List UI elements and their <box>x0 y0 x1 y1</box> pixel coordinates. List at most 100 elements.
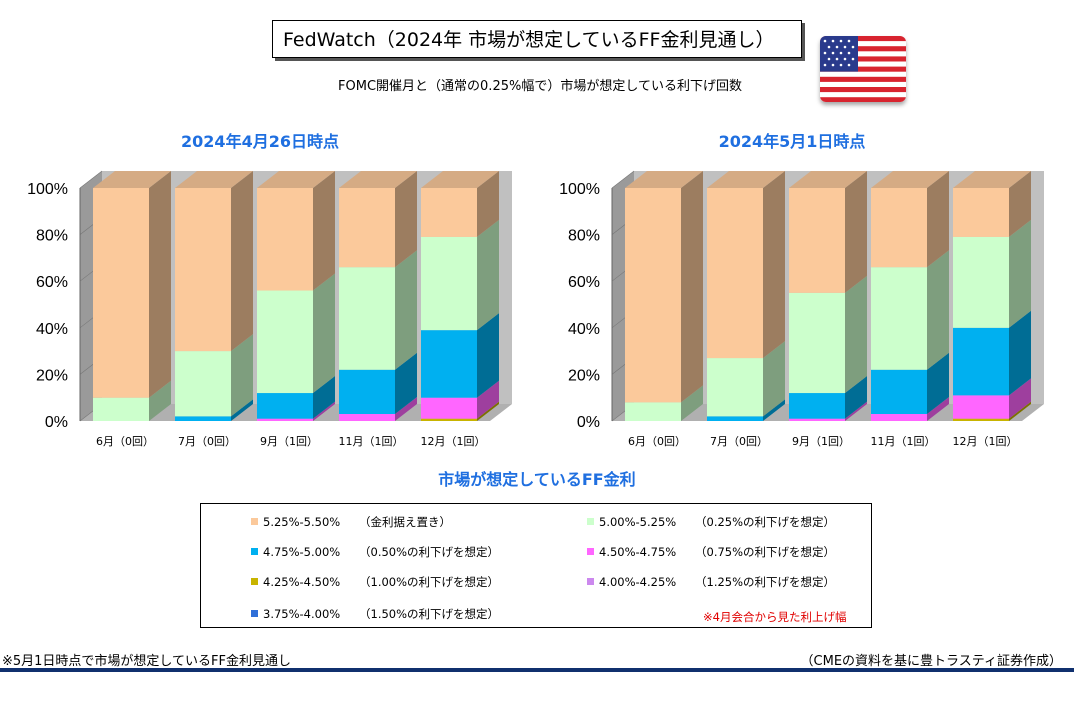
legend-range: 5.25%-5.50% <box>263 515 341 529</box>
bar-segment-front <box>421 418 477 421</box>
bar-segment-front <box>257 393 313 419</box>
bar-segment-front <box>339 414 395 421</box>
legend-desc: （0.25%の利下げを想定） <box>695 515 836 529</box>
bar-segment-side <box>763 171 785 359</box>
bar-segment-side <box>477 219 499 331</box>
bar-segment-side <box>313 401 335 421</box>
legend-swatch <box>587 548 594 555</box>
legend-desc: （0.50%の利下げを想定） <box>359 545 500 559</box>
bar-segment-front <box>871 414 927 421</box>
bar-top <box>175 171 253 188</box>
bar-segment-front <box>421 330 477 398</box>
legend-range: 4.00%-4.25% <box>599 575 677 589</box>
legend-item: 4.50%-4.75% （0.75%の利下げを想定） <box>587 544 835 560</box>
bar-segment-side <box>395 171 417 268</box>
bar-top <box>707 171 785 188</box>
bar-segment-side <box>149 171 171 398</box>
legend-item: 3.75%-4.00% （1.50%の利下げを想定） <box>251 606 499 622</box>
legend-note: ※4月会合から見た利上げ幅 <box>703 610 847 624</box>
legend-desc: （1.00%の利下げを想定） <box>359 575 500 589</box>
y-tick-label: 60% <box>36 274 68 291</box>
y-tick-label: 0% <box>577 414 600 431</box>
legend-item: 4.25%-4.50% （1.00%の利下げを想定） <box>251 574 499 590</box>
bar-segment-front <box>175 188 231 352</box>
legend-swatch <box>587 518 594 525</box>
x-tick-label: 6月（0回） <box>96 435 154 448</box>
legend-item: 5.00%-5.25% （0.25%の利下げを想定） <box>587 514 835 530</box>
legend-swatch <box>251 610 258 617</box>
chart-title-apr26: 2024年4月26日時点 <box>181 132 339 151</box>
bar-segment-front <box>953 395 1009 419</box>
source-credit: （CMEの資料を基に豊トラスティ証券作成） <box>800 654 1062 669</box>
bar-segment-side <box>313 273 335 394</box>
x-tick-label: 9月（1回） <box>792 435 850 448</box>
chart-apr26: 2024年4月26日時点 0% 20% 40% 60% 80% 100% 6月（0回） 7月（… <box>0 128 520 458</box>
legend-item: 5.25%-5.50% （金利据え置き） <box>251 514 451 530</box>
chart-apr26-plot: 0% 20% 40% 60% 80% 100% 6月（0回） 7月（0回） 9月（1回） 11月（… <box>27 170 512 448</box>
bar-segment-side <box>313 376 335 419</box>
y-tick-label: 100% <box>559 181 600 198</box>
bar-segment-front <box>953 327 1009 396</box>
legend-desc: （金利据え置き） <box>359 515 451 529</box>
chart-may1: 2024年5月1日時点 0% 20% 40% 60% 80% 100% 6月（0回） 7月（0… <box>532 128 1052 458</box>
legend-item: 4.00%-4.25% （1.25%の利下げを想定） <box>587 574 835 590</box>
legend-desc: （0.75%の利下げを想定） <box>695 545 836 559</box>
bar-segment-front <box>175 416 231 421</box>
bar-segment-side <box>1009 310 1031 396</box>
bar-segment-side <box>395 352 417 415</box>
x-tick-label: 11月（1回） <box>339 435 404 448</box>
bar-segment-front <box>625 402 681 421</box>
y-tick-label: 40% <box>36 321 68 338</box>
x-tick-label: 12月（1回） <box>953 435 1018 448</box>
bar-segment-front <box>421 397 477 419</box>
bar-segment-front <box>871 267 927 370</box>
bar-segment-front <box>339 188 395 268</box>
bar-segment-side <box>927 250 949 370</box>
bar-top <box>93 171 171 188</box>
y-tick-label: 80% <box>568 228 600 245</box>
bar-segment-front <box>339 369 395 415</box>
bar-segment-front <box>339 267 395 370</box>
bar-segment-side <box>149 380 171 421</box>
bar-segment-front <box>93 397 149 421</box>
bar-segment-side <box>845 275 867 394</box>
bar-segment-side <box>477 313 499 398</box>
bar-segment-front <box>175 351 231 417</box>
bar-segment-front <box>871 188 927 268</box>
x-tick-label: 11月（1回） <box>871 435 936 448</box>
legend-desc: （1.25%の利下げを想定） <box>695 575 836 589</box>
x-tick-label: 12月（1回） <box>421 435 486 448</box>
bar-segment-front <box>789 418 845 421</box>
y-tick-label: 100% <box>27 181 68 198</box>
bar-top <box>871 171 949 188</box>
bar-segment-side <box>231 334 253 417</box>
chart-title-may1: 2024年5月1日時点 <box>718 132 866 151</box>
bar-segment-front <box>707 188 763 359</box>
bar-segment-front <box>93 188 149 398</box>
bar-segment-side <box>845 376 867 419</box>
bar-segment-side <box>477 401 499 421</box>
bar-segment-side <box>477 380 499 419</box>
bar-segment-side <box>1009 378 1031 419</box>
legend-swatch <box>251 518 258 525</box>
legend: 5.25%-5.50% （金利据え置き） 5.00%-5.25% （0.25%の利下… <box>200 503 872 628</box>
bar-segment-front <box>789 188 845 293</box>
legend-range: 4.50%-4.75% <box>599 545 677 559</box>
bar-segment-side <box>845 171 867 293</box>
legend-range: 4.75%-5.00% <box>263 545 341 559</box>
y-tick-label: 60% <box>568 274 600 291</box>
bar-segment-front <box>421 236 477 331</box>
bar-segment-side <box>395 250 417 370</box>
y-tick-label: 20% <box>568 367 600 384</box>
bar-segment-side <box>231 171 253 352</box>
bar-top <box>339 171 417 188</box>
legend-swatch <box>251 548 258 555</box>
bar-segment-side <box>681 171 703 403</box>
x-tick-label: 7月（0回） <box>178 435 236 448</box>
bar-segment-side <box>231 399 253 421</box>
bar-segment-side <box>1009 171 1031 237</box>
bar-segment-side <box>763 399 785 421</box>
bar-segment-side <box>1009 219 1031 328</box>
bottom-rule <box>0 668 1074 672</box>
legend-range: 5.00%-5.25% <box>599 515 677 529</box>
